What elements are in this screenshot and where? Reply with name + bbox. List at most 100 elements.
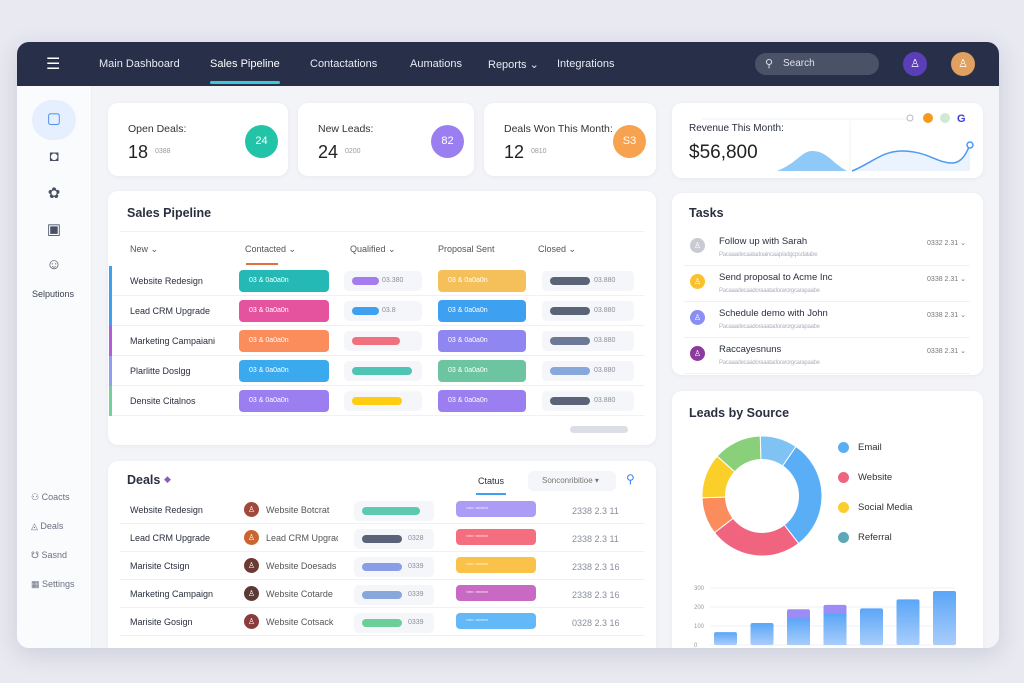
task-title: Follow up with Sarah: [719, 236, 808, 247]
sidebar-item-clipboard-icon[interactable]: ▣: [46, 221, 62, 238]
status-pill[interactable]: ▫▫▫ ▫▫▫▫▫: [456, 557, 536, 573]
contact-avatar: ♙: [244, 586, 259, 601]
column-header[interactable]: Proposal Sent: [438, 244, 495, 254]
deal-name: Website Redesign: [130, 505, 203, 515]
qualified-progress[interactable]: [344, 331, 422, 351]
deal-progress[interactable]: 0339: [354, 613, 434, 633]
user-avatar[interactable]: ♙: [951, 52, 975, 76]
legend-label: Referral: [858, 532, 892, 543]
nav-reports[interactable]: Reports ⌄: [488, 58, 539, 71]
deal-progress[interactable]: 0339: [354, 557, 434, 577]
column-header[interactable]: Closed ⌄: [538, 244, 577, 254]
contact-name: Website Cotsack: [266, 617, 334, 627]
legend-item: Website: [838, 472, 892, 483]
legend-swatch: [838, 472, 849, 483]
qualified-progress[interactable]: [344, 391, 422, 411]
deal-row[interactable]: Marisite Gosign ♙ Website Cotsack 0339 ▫…: [120, 608, 644, 636]
sidebar-item-bag-icon[interactable]: ◘: [49, 148, 59, 165]
stat-sub: 0810: [531, 148, 547, 155]
proposal-pill[interactable]: 03 & 0a0a0n: [438, 300, 526, 322]
progress-value: 03.880: [594, 367, 616, 374]
proposal-pill[interactable]: 03 & 0a0a0n: [438, 270, 526, 292]
nav-contacts[interactable]: Contactations: [310, 58, 378, 70]
proposal-pill[interactable]: 03 & 0a0a0n: [438, 360, 526, 382]
closed-progress[interactable]: 03.880: [542, 331, 634, 351]
sidebar-deals[interactable]: ◬ Deals: [31, 521, 64, 531]
contacted-pill[interactable]: 03 & 0a0a0n: [239, 360, 329, 382]
deal-date: 2338 2.3 11: [572, 506, 619, 516]
closed-progress[interactable]: 03.880: [542, 361, 634, 381]
qualified-progress[interactable]: 03.8: [344, 301, 422, 321]
task-time[interactable]: 0338 2.31 ⌄: [927, 276, 966, 283]
sidebar-send[interactable]: ☋ Sasnd: [31, 550, 68, 560]
sidebar-item-solutions-icon[interactable]: ☺: [46, 256, 62, 273]
notification-avatar[interactable]: ♙: [903, 52, 927, 76]
contacted-pill[interactable]: 03 & 0a0a0n: [239, 330, 329, 352]
task-item[interactable]: ♙ Raccayesnuns Pacaaadecaadoraaatadoraro…: [684, 338, 970, 374]
deal-row[interactable]: Marisite Ctsign ♙ Website Doesads 0339 ▫…: [120, 552, 644, 580]
task-time[interactable]: 0338 2.31 ⌄: [927, 348, 966, 355]
sidebar-solutions-label[interactable]: Selputions: [32, 289, 75, 299]
pipeline-row[interactable]: Plarlitte Doslgg 03 & 0a0a0n 03 & 0a0a0n…: [108, 356, 644, 386]
contact-name: Website Doesads: [266, 561, 337, 571]
column-label: Contacted: [245, 244, 287, 254]
stat-badge: 24: [245, 125, 278, 158]
pipeline-row[interactable]: Densite Citalnos 03 & 0a0a0n 03 & 0a0a0n…: [108, 386, 644, 416]
deal-progress[interactable]: [354, 501, 434, 521]
menu-icon[interactable]: ☰: [46, 56, 61, 73]
nav-sales-pipeline[interactable]: Sales Pipeline: [210, 58, 280, 70]
revenue-title: Revenue This Month:: [689, 123, 784, 134]
closed-progress[interactable]: 03.880: [542, 301, 634, 321]
deal-progress[interactable]: 0328: [354, 529, 434, 549]
pipeline-row[interactable]: Lead CRM Upgrade 03 & 0a0a0n 03.8 03 & 0…: [108, 296, 644, 326]
sales-pipeline-card: Sales Pipeline New ⌄ Contacted ⌄ Qualified…: [108, 191, 656, 445]
task-item[interactable]: ♙ Send proposal to Acme Inc Pacaaadecaad…: [684, 266, 970, 302]
column-header[interactable]: New ⌄: [130, 244, 159, 254]
task-item[interactable]: ♙ Schedule demo with John Pacaaadecaador…: [684, 302, 970, 338]
sidebar-item-dashboard-icon[interactable]: ▢: [46, 110, 62, 127]
nav-automations[interactable]: Aumations: [410, 58, 462, 70]
nav-integrations[interactable]: Integrations: [557, 58, 615, 70]
deal-row[interactable]: Lead CRM Upgrade ♙ Lead CRM Upgrad 0328 …: [120, 524, 644, 552]
status-pill[interactable]: ▫▫▫ ▫▫▫▫▫: [456, 501, 536, 517]
search-icon[interactable]: ⚲: [626, 472, 635, 486]
qualified-progress[interactable]: [344, 361, 422, 381]
deal-row[interactable]: Website Redesign ♙ Website Botcrat ▫▫▫ ▫…: [120, 496, 644, 524]
horizontal-scrollbar[interactable]: [570, 426, 628, 433]
deal-progress[interactable]: 0339: [354, 585, 434, 605]
nav-main-dashboard[interactable]: Main Dashboard: [99, 58, 180, 70]
sidebar-contacts[interactable]: ⚇ Coacts: [31, 492, 70, 502]
stat-title: New Leads:: [318, 123, 374, 135]
stat-title: Open Deals:: [128, 123, 187, 135]
proposal-pill[interactable]: 03 & 0a0a0n: [438, 330, 526, 352]
task-time[interactable]: 0332 2.31 ⌄: [927, 240, 966, 247]
deal-date: 0328 2.3 16: [572, 618, 620, 628]
legend-swatch: [838, 442, 849, 453]
qualified-progress[interactable]: 03.380: [344, 271, 422, 291]
sidebar-item-puzzle-icon[interactable]: ✿: [47, 185, 61, 202]
label: Coacts: [41, 492, 70, 502]
column-header[interactable]: Contacted ⌄: [245, 244, 297, 254]
stat-value: 24: [318, 142, 339, 162]
task-item[interactable]: ♙ Follow up with Sarah Pacaaadecaatadoai…: [684, 230, 970, 266]
task-time[interactable]: 0338 2.31 ⌄: [927, 312, 966, 319]
closed-progress[interactable]: 03.880: [542, 391, 634, 411]
closed-progress[interactable]: 03.880: [542, 271, 634, 291]
contacted-pill[interactable]: 03 & 0a0a0n: [239, 390, 329, 412]
sidebar-settings[interactable]: ▦ Settings: [31, 579, 75, 589]
contacted-pill[interactable]: 03 & 0a0a0n: [239, 300, 329, 322]
status-tab[interactable]: Ctatus: [478, 476, 505, 486]
filter-dropdown[interactable]: Sonconribitioe ▾: [528, 471, 616, 491]
status-pill[interactable]: ▫▫▫ ▫▫▫▫▫: [456, 613, 536, 629]
pipeline-row[interactable]: Marketing Campaiani 03 & 0a0a0n 03 & 0a0…: [108, 326, 644, 356]
status-pill[interactable]: ▫▫▫ ▫▫▫▫▫: [456, 529, 536, 545]
proposal-pill[interactable]: 03 & 0a0a0n: [438, 390, 526, 412]
column-header[interactable]: Qualified ⌄: [350, 244, 396, 254]
contacted-pill[interactable]: 03 & 0a0a0n: [239, 270, 329, 292]
pipeline-row[interactable]: Website Redesign 03 & 0a0a0n 03.380 03 &…: [108, 266, 644, 296]
search-input[interactable]: ⚲ Search: [755, 53, 879, 75]
deal-name: Densite Citalnos: [130, 396, 196, 406]
deal-row[interactable]: Marketing Campaign ♙ Website Cotarde 033…: [120, 580, 644, 608]
status-pill[interactable]: ▫▫▫ ▫▫▫▫▫: [456, 585, 536, 601]
